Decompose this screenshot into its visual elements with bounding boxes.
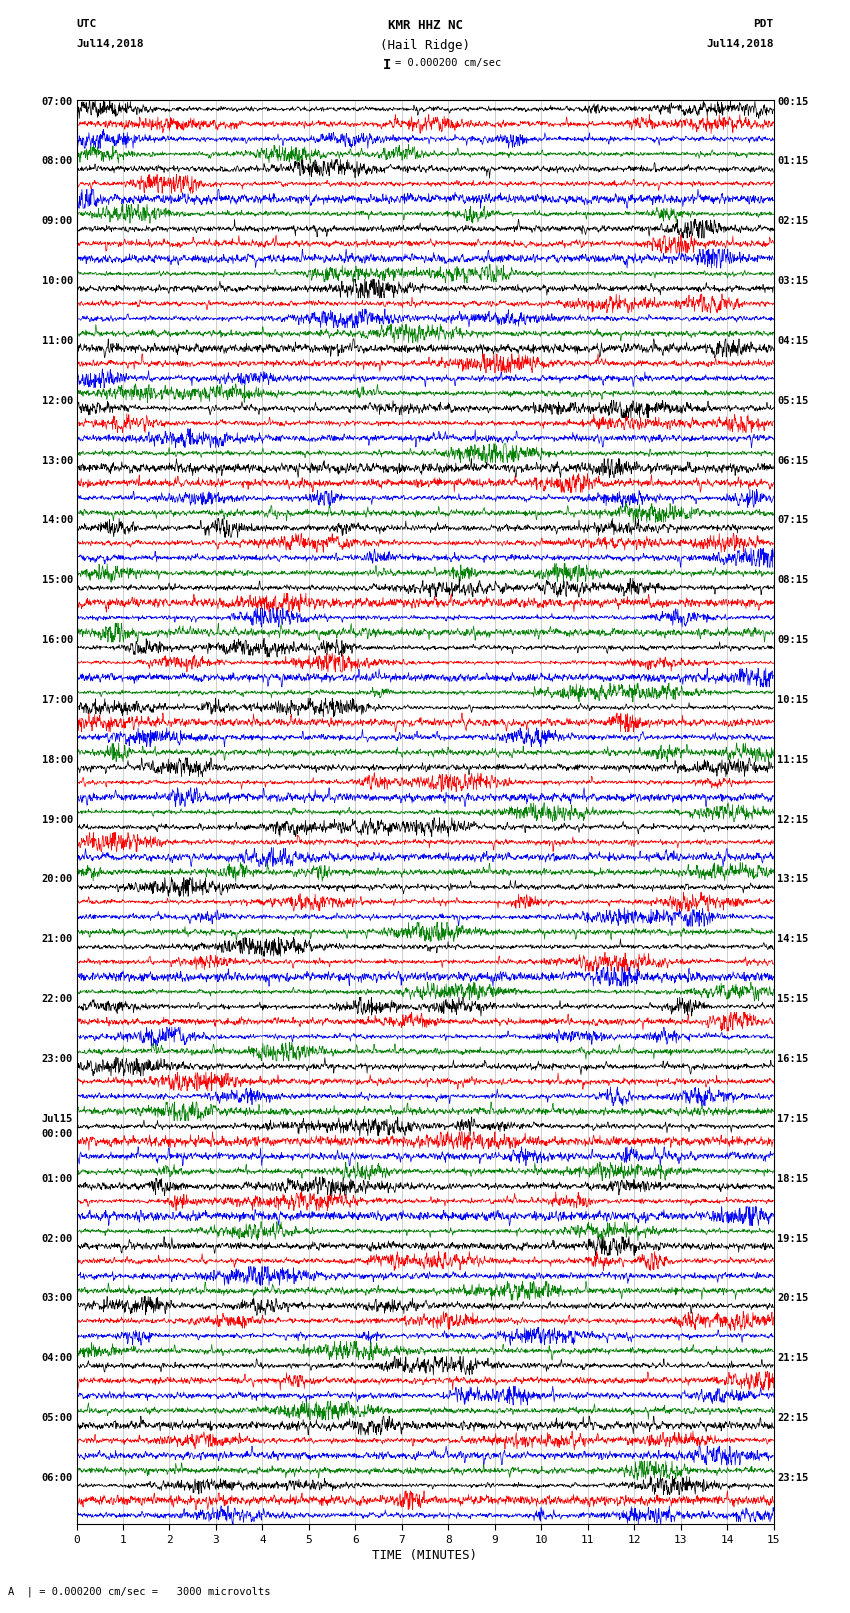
Text: Jul15: Jul15 [42,1115,73,1124]
Text: Jul14,2018: Jul14,2018 [706,39,774,48]
Text: 22:15: 22:15 [777,1413,808,1423]
Text: A  | = 0.000200 cm/sec =   3000 microvolts: A | = 0.000200 cm/sec = 3000 microvolts [8,1586,271,1597]
Text: 01:15: 01:15 [777,156,808,166]
Text: 13:00: 13:00 [42,455,73,466]
Text: 06:15: 06:15 [777,455,808,466]
Text: PDT: PDT [753,19,774,29]
Text: 03:00: 03:00 [42,1294,73,1303]
Text: 05:15: 05:15 [777,395,808,406]
Text: KMR HHZ NC: KMR HHZ NC [388,19,462,32]
Text: 09:00: 09:00 [42,216,73,226]
Text: 11:15: 11:15 [777,755,808,765]
Text: 16:15: 16:15 [777,1053,808,1065]
Text: 22:00: 22:00 [42,994,73,1005]
Text: 00:15: 00:15 [777,97,808,106]
Text: 06:00: 06:00 [42,1473,73,1482]
Text: 20:15: 20:15 [777,1294,808,1303]
Text: (Hail Ridge): (Hail Ridge) [380,39,470,52]
Text: 04:15: 04:15 [777,336,808,345]
Text: 10:15: 10:15 [777,695,808,705]
Text: 08:15: 08:15 [777,576,808,586]
Text: 21:15: 21:15 [777,1353,808,1363]
Text: 16:00: 16:00 [42,636,73,645]
Text: I: I [382,58,391,73]
Text: 17:00: 17:00 [42,695,73,705]
Text: 15:00: 15:00 [42,576,73,586]
Text: 01:00: 01:00 [42,1174,73,1184]
Text: 23:00: 23:00 [42,1053,73,1065]
Text: = 0.000200 cm/sec: = 0.000200 cm/sec [395,58,501,68]
Text: 07:15: 07:15 [777,516,808,526]
Text: 09:15: 09:15 [777,636,808,645]
Text: 23:15: 23:15 [777,1473,808,1482]
Text: 19:15: 19:15 [777,1234,808,1244]
Text: 13:15: 13:15 [777,874,808,884]
Text: 08:00: 08:00 [42,156,73,166]
Text: 02:15: 02:15 [777,216,808,226]
Text: 02:00: 02:00 [42,1234,73,1244]
Text: 07:00: 07:00 [42,97,73,106]
Text: 21:00: 21:00 [42,934,73,944]
Text: 14:00: 14:00 [42,516,73,526]
X-axis label: TIME (MINUTES): TIME (MINUTES) [372,1548,478,1561]
Text: 04:00: 04:00 [42,1353,73,1363]
Text: UTC: UTC [76,19,97,29]
Text: 05:00: 05:00 [42,1413,73,1423]
Text: 17:15: 17:15 [777,1115,808,1124]
Text: 03:15: 03:15 [777,276,808,286]
Text: 14:15: 14:15 [777,934,808,944]
Text: 18:15: 18:15 [777,1174,808,1184]
Text: 12:00: 12:00 [42,395,73,406]
Text: 19:00: 19:00 [42,815,73,824]
Text: 11:00: 11:00 [42,336,73,345]
Text: Jul14,2018: Jul14,2018 [76,39,144,48]
Text: 18:00: 18:00 [42,755,73,765]
Text: 00:00: 00:00 [42,1129,73,1139]
Text: 15:15: 15:15 [777,994,808,1005]
Text: 20:00: 20:00 [42,874,73,884]
Text: 12:15: 12:15 [777,815,808,824]
Text: 10:00: 10:00 [42,276,73,286]
